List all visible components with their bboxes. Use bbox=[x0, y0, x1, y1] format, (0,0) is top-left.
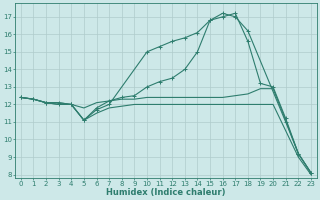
X-axis label: Humidex (Indice chaleur): Humidex (Indice chaleur) bbox=[106, 188, 226, 197]
